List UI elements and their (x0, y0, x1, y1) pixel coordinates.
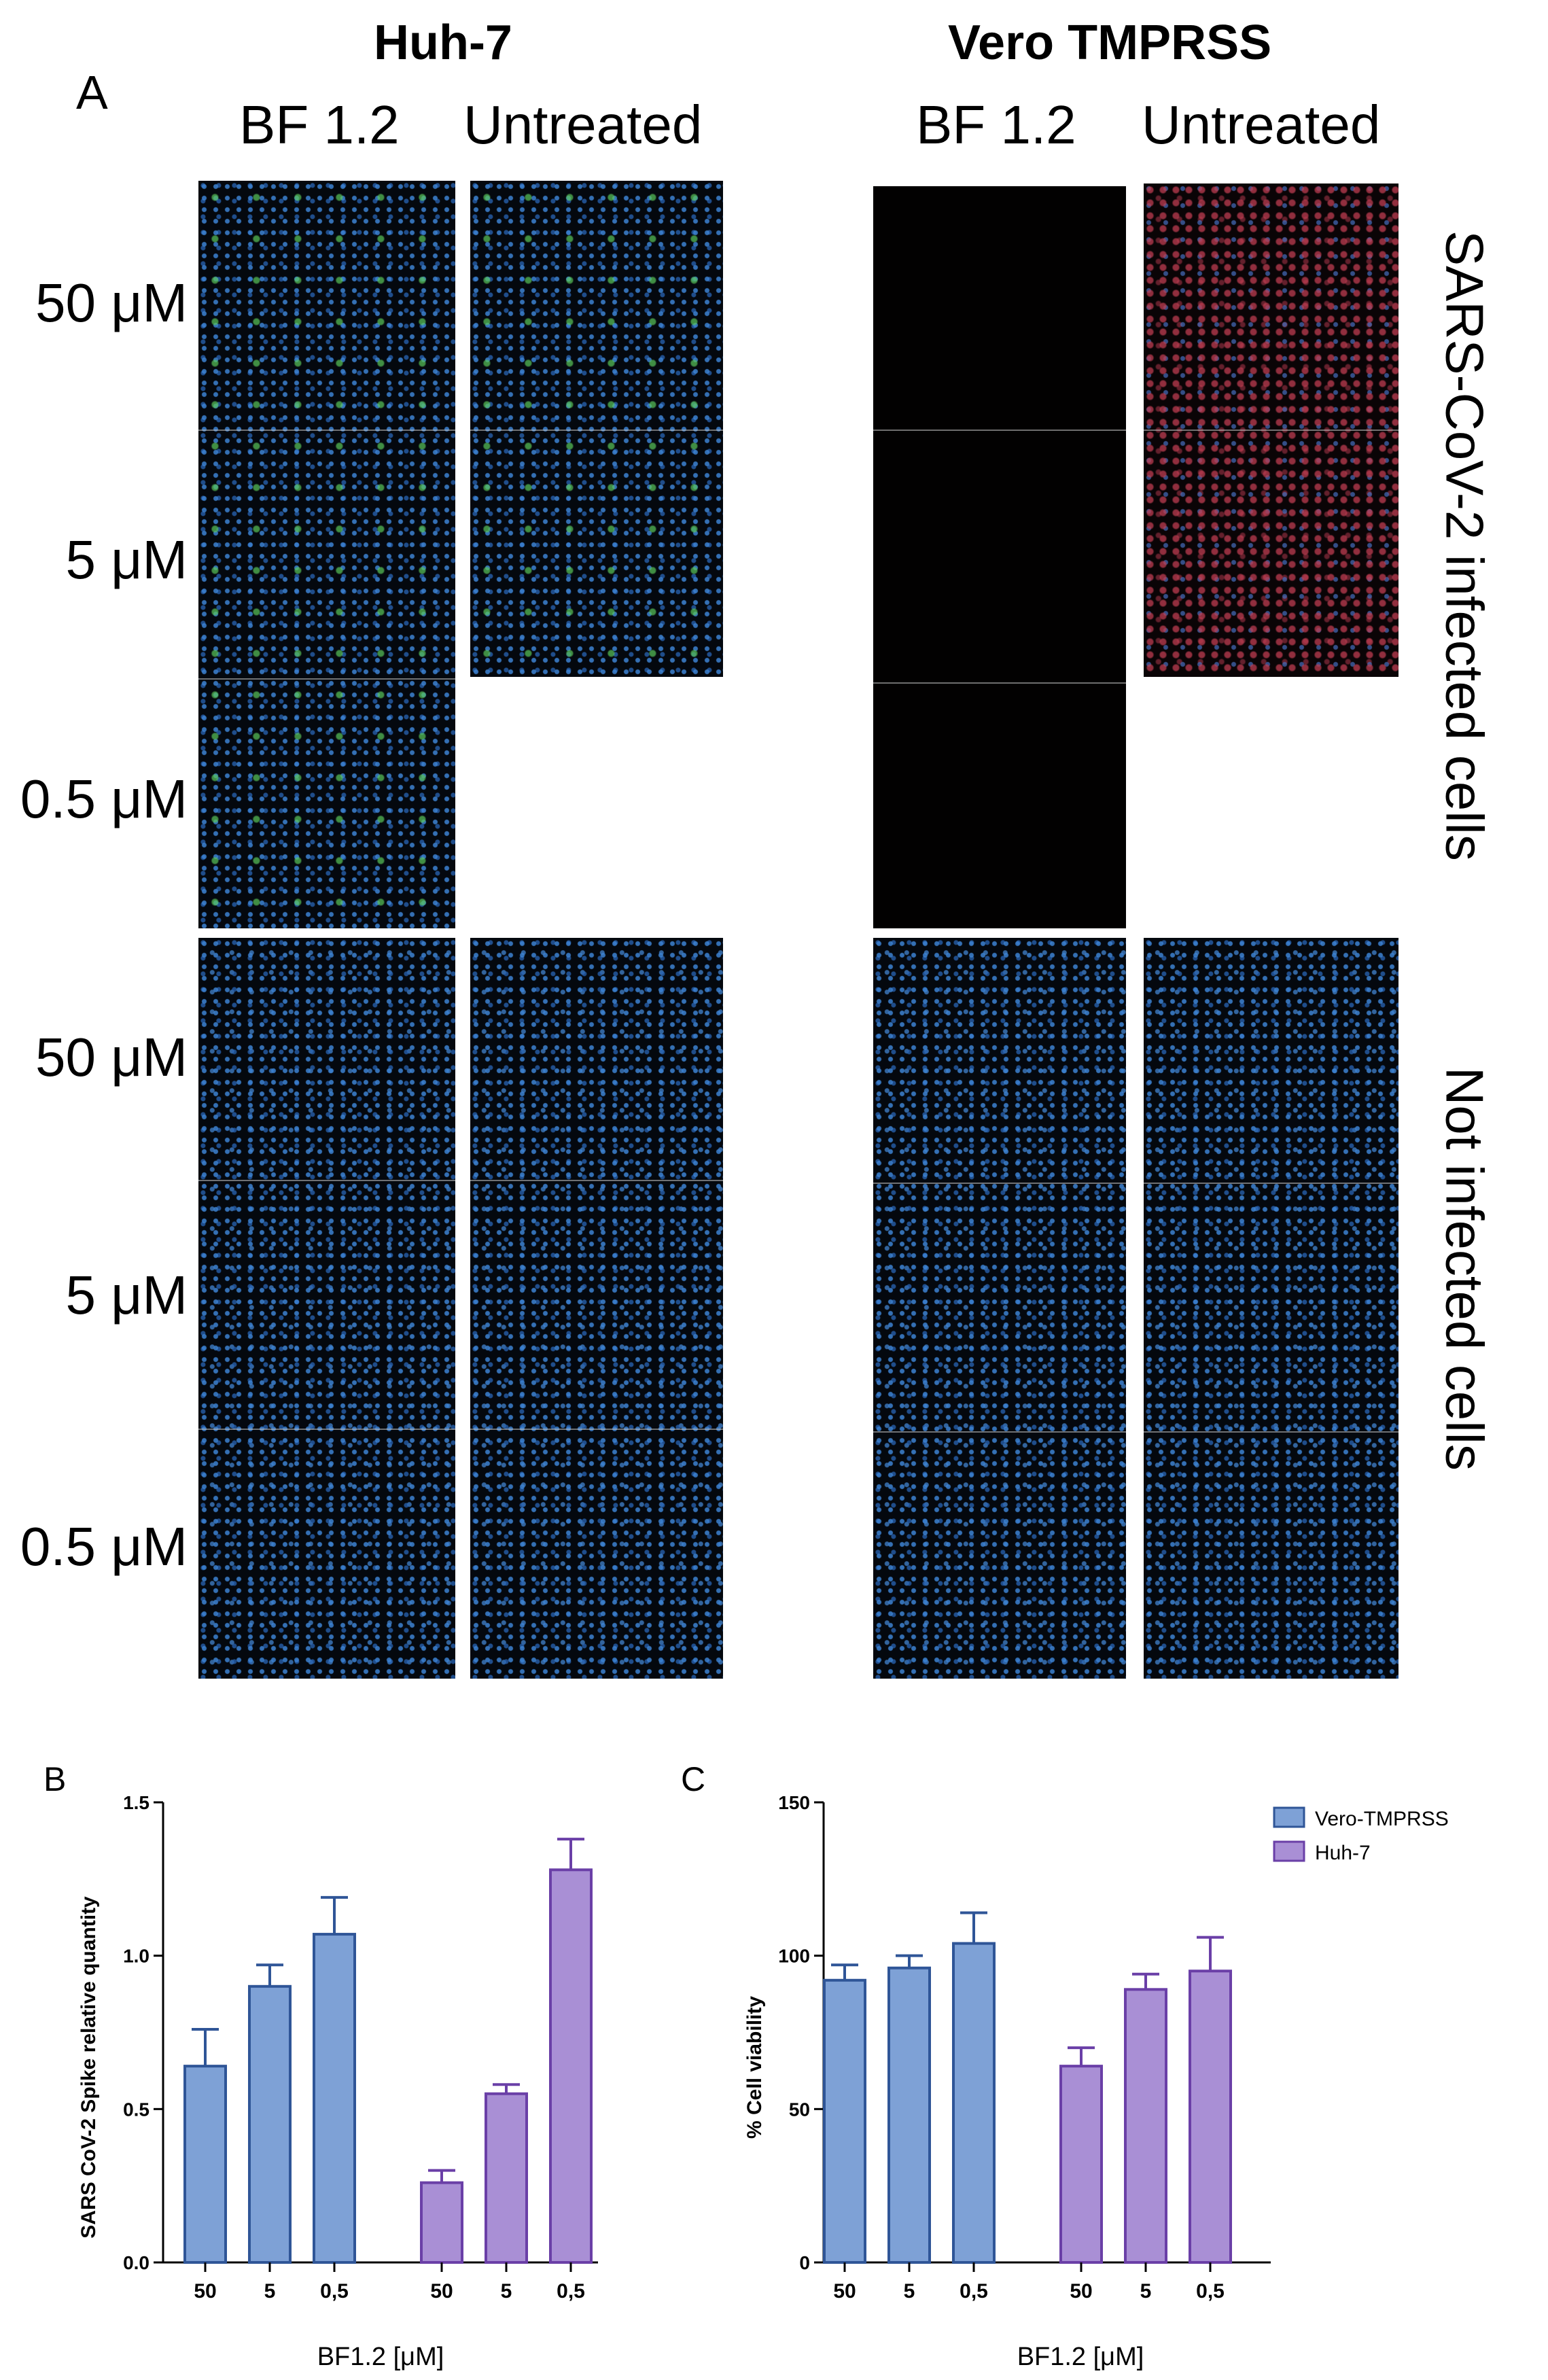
chart-c-xtick-label: 50 (1070, 2280, 1092, 2303)
chart-b-xtick-label: 50 (194, 2280, 216, 2303)
chart-b-bar-vero-tmprss-50 (183, 2065, 227, 2264)
row-label-5um-infected: 5 μM (65, 529, 188, 590)
row-label-05um-infected: 0.5 μM (20, 769, 188, 829)
chart-b-xtick-label: 0,5 (320, 2280, 349, 2303)
legend-swatch-huh7 (1273, 1840, 1305, 1862)
chart-c-xtick-label: 0,5 (960, 2280, 988, 2303)
image-vero-untreated-infected (1144, 183, 1399, 677)
vero-bf12-column-label: BF 1.2 (916, 94, 1076, 155)
chart-c-legend: Vero-TMPRSS Huh-7 (1273, 1806, 1449, 1864)
chart-c-xtick-label: 0,5 (1196, 2280, 1225, 2303)
chart-c-xlabel: BF1.2 [μM] (1017, 2343, 1144, 2371)
panel-c-letter: C (681, 1760, 705, 1798)
image-huh7-bf12-not-infected (198, 938, 455, 1679)
chart-c-ytick-label: 50 (789, 2099, 810, 2120)
panel-b-letter: B (43, 1760, 66, 1798)
chart-c: C % Cell viability BF1.2 [μM] 0 50 100 150 5… (681, 1760, 1449, 2371)
chart-c-xtick-label: 5 (1140, 2280, 1152, 2303)
chart-b-bar-huh-7-05 (549, 1868, 593, 2264)
chart-b-ytick-label: 0.0 (123, 2252, 149, 2273)
chart-b-xtick-label: 50 (430, 2280, 453, 2303)
huh7-header: Huh-7 (374, 16, 512, 70)
chart-c-bar-huh-7-5 (1124, 1988, 1167, 2264)
vero-header: Vero TMPRSS (948, 16, 1272, 70)
chart-c-ytick-label: 0 (799, 2252, 810, 2273)
chart-c-bar-vero-tmprss-5 (887, 1966, 931, 2264)
chart-b-xtick-label: 5 (264, 2280, 276, 2303)
huh7-bf12-column-label: BF 1.2 (239, 94, 400, 155)
huh7-untreated-column-label: Untreated (463, 94, 703, 155)
chart-b-ytick-label: 0.5 (123, 2099, 149, 2120)
chart-c-bar-vero-tmprss-05 (952, 1942, 996, 2264)
chart-c-ylabel: % Cell viability (743, 1996, 766, 2139)
image-huh7-untreated-not-infected (470, 938, 723, 1679)
chart-b-bar-huh-7-5 (485, 2092, 528, 2264)
chart-b-xtick-label: 5 (501, 2280, 512, 2303)
image-huh7-bf12-infected (198, 181, 455, 928)
row-label-50um-infected: 50 μM (35, 273, 188, 333)
image-vero-bf12-infected (873, 186, 1126, 928)
legend-swatch-vero (1273, 1806, 1305, 1828)
chart-b-bar-huh-7-50 (420, 2181, 463, 2264)
panel-a-letter: A (76, 66, 108, 119)
image-vero-untreated-not-infected (1144, 938, 1399, 1679)
legend-label-huh7: Huh-7 (1315, 1842, 1371, 1864)
vero-untreated-column-label: Untreated (1142, 94, 1381, 155)
chart-b-ytick-label: 1.5 (123, 1792, 149, 1813)
legend-label-vero: Vero-TMPRSS (1315, 1808, 1449, 1830)
chart-b: B SARS CoV-2 Spike relative quantity BF1… (43, 1760, 598, 2371)
image-vero-bf12-not-infected (873, 938, 1126, 1679)
chart-b-plot: 0.0 0.5 1.0 1.5 50 5 0,5 50 5 0,5 (123, 1792, 598, 2303)
chart-b-bar-vero-tmprss-05 (313, 1933, 356, 2264)
group-label-infected: SARS-CoV-2 infected cells (1435, 230, 1495, 861)
chart-c-plot: 0 50 100 150 50 5 0,5 50 5 0,5 (778, 1792, 1271, 2303)
image-huh7-untreated-infected (470, 181, 723, 677)
chart-b-ytick-label: 1.0 (123, 1946, 149, 1967)
chart-c-bar-vero-tmprss-50 (823, 1978, 866, 2264)
chart-b-bar-vero-tmprss-5 (248, 1984, 292, 2264)
chart-c-ytick-label: 100 (778, 1946, 810, 1967)
chart-c-bar-huh-7-50 (1059, 2065, 1103, 2264)
row-label-5um-not-infected: 5 μM (65, 1265, 188, 1325)
chart-b-xtick-label: 0,5 (557, 2280, 585, 2303)
chart-c-xtick-label: 5 (904, 2280, 915, 2303)
chart-b-ylabel: SARS CoV-2 Spike relative quantity (77, 1896, 100, 2239)
chart-c-bar-huh-7-05 (1189, 1970, 1232, 2264)
chart-b-xlabel: BF1.2 [μM] (317, 2343, 444, 2371)
chart-c-xtick-label: 50 (833, 2280, 856, 2303)
chart-c-ytick-label: 150 (778, 1792, 810, 1813)
row-label-50um-not-infected: 50 μM (35, 1027, 188, 1087)
group-label-not-infected: Not infected cells (1435, 1067, 1495, 1471)
row-label-05um-not-infected: 0.5 μM (20, 1516, 188, 1577)
